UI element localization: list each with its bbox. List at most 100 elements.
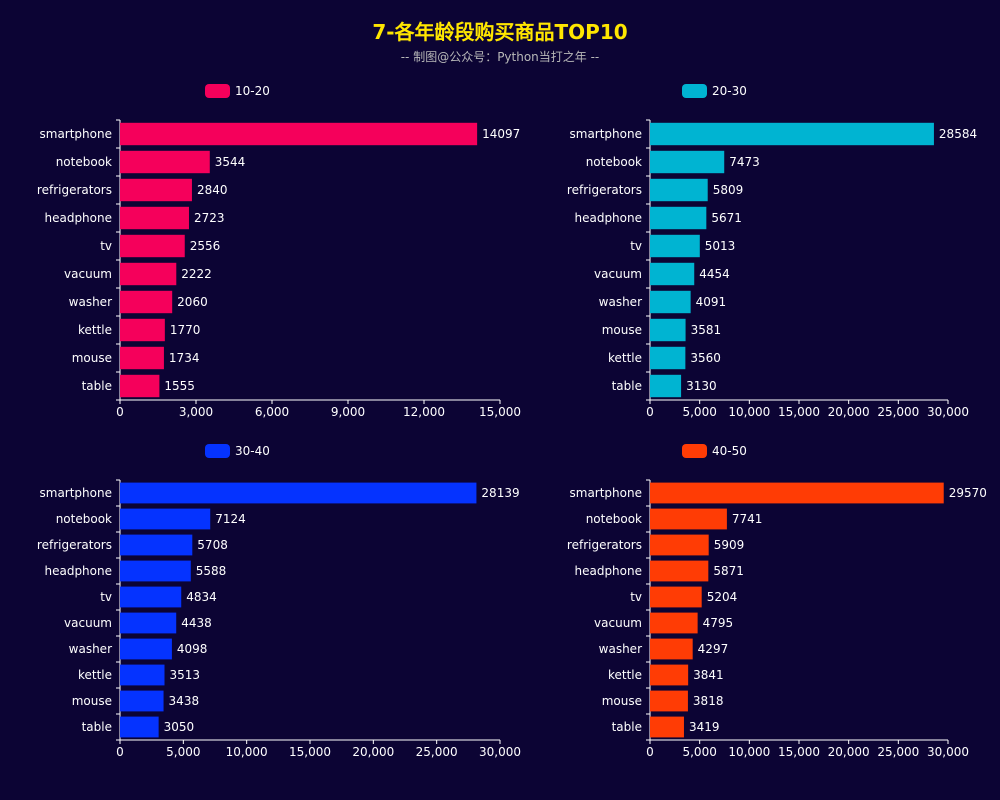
value-label: 3438: [169, 694, 200, 708]
value-label: 5204: [707, 590, 738, 604]
bar-refrigerators: [120, 534, 193, 556]
value-label: 5588: [196, 564, 227, 578]
x-tick-label: 12,000: [403, 405, 445, 419]
category-label: kettle: [608, 351, 642, 365]
category-label: tv: [630, 590, 642, 604]
x-tick-label: 5,000: [166, 745, 200, 759]
x-tick-label: 30,000: [479, 745, 521, 759]
x-tick-label: 25,000: [877, 405, 919, 419]
bar-table: [650, 374, 682, 398]
category-label: kettle: [78, 668, 112, 682]
value-label: 2723: [194, 211, 225, 225]
category-label: mouse: [72, 351, 112, 365]
category-label: smartphone: [40, 127, 113, 141]
category-label: mouse: [72, 694, 112, 708]
bar-mouse: [650, 690, 688, 712]
value-label: 4091: [696, 295, 727, 309]
bar-table: [120, 374, 160, 398]
category-label: table: [612, 379, 642, 393]
bar-headphone: [120, 206, 189, 230]
legend-swatch: [205, 444, 230, 458]
bar-tv: [120, 586, 182, 608]
bar-washer: [650, 290, 691, 314]
category-label: notebook: [56, 155, 112, 169]
x-tick-label: 10,000: [226, 745, 268, 759]
category-label: vacuum: [64, 616, 112, 630]
category-label: refrigerators: [37, 538, 112, 552]
bar-table: [120, 716, 159, 738]
value-label: 5909: [714, 538, 745, 552]
bar-notebook: [650, 508, 727, 530]
x-tick-label: 0: [646, 745, 654, 759]
category-label: notebook: [56, 512, 112, 526]
value-label: 3560: [690, 351, 721, 365]
value-label: 4098: [177, 642, 208, 656]
x-tick-label: 10,000: [728, 745, 770, 759]
category-label: tv: [630, 239, 642, 253]
x-tick-label: 20,000: [828, 745, 870, 759]
bar-washer: [120, 638, 172, 660]
legend-label: 20-30: [712, 84, 747, 98]
x-tick-label: 0: [116, 405, 124, 419]
x-tick-label: 0: [116, 745, 124, 759]
bar-kettle: [120, 318, 165, 342]
legend-label: 30-40: [235, 444, 270, 458]
value-label: 1555: [164, 379, 195, 393]
value-label: 3544: [215, 155, 246, 169]
x-tick-label: 30,000: [927, 745, 969, 759]
bar-smartphone: [650, 122, 934, 146]
x-tick-label: 0: [646, 405, 654, 419]
category-label: mouse: [602, 694, 642, 708]
category-label: refrigerators: [567, 538, 642, 552]
x-tick-label: 9,000: [331, 405, 365, 419]
value-label: 1770: [170, 323, 201, 337]
value-label: 3581: [691, 323, 722, 337]
legend-swatch: [682, 84, 707, 98]
value-label: 7741: [732, 512, 763, 526]
chart-panel-3: 30-40 0 5,000 10,000 15,000 20,000 25,000 30,00…: [37, 444, 521, 759]
bar-vacuum: [650, 612, 698, 634]
bar-headphone: [650, 206, 707, 230]
bar-refrigerators: [120, 178, 192, 202]
category-label: refrigerators: [567, 183, 642, 197]
x-tick-label: 5,000: [682, 745, 716, 759]
value-label: 5013: [705, 239, 736, 253]
value-label: 4795: [703, 616, 734, 630]
chart-panel-4: 40-50 0 5,000 10,000 15,000 20,000 25,000 30,00…: [567, 444, 987, 759]
category-label: washer: [599, 295, 642, 309]
bar-notebook: [120, 150, 210, 174]
x-tick-label: 25,000: [416, 745, 458, 759]
bar-mouse: [650, 318, 686, 342]
category-label: headphone: [44, 211, 112, 225]
value-label: 5708: [197, 538, 228, 552]
bar-kettle: [120, 664, 165, 686]
chart-title: 7-各年龄段购买商品TOP10: [372, 20, 628, 44]
bar-kettle: [650, 664, 689, 686]
x-tick-label: 5,000: [682, 405, 716, 419]
chart-panel-2: 20-30 0 5,000 10,000 15,000 20,000 25,000 30,00…: [567, 84, 977, 419]
x-tick-label: 15,000: [289, 745, 331, 759]
value-label: 2556: [190, 239, 221, 253]
category-label: table: [82, 379, 112, 393]
bar-notebook: [650, 150, 725, 174]
value-label: 3130: [686, 379, 717, 393]
category-label: tv: [100, 239, 112, 253]
value-label: 3841: [693, 668, 724, 682]
bar-refrigerators: [650, 178, 708, 202]
value-label: 2222: [181, 267, 212, 281]
x-tick-label: 30,000: [927, 405, 969, 419]
category-label: mouse: [602, 323, 642, 337]
category-label: kettle: [608, 668, 642, 682]
bar-tv: [650, 234, 700, 258]
bar-mouse: [120, 346, 164, 370]
category-label: headphone: [44, 564, 112, 578]
value-label: 2840: [197, 183, 228, 197]
value-label: 3050: [164, 720, 195, 734]
legend-swatch: [682, 444, 707, 458]
value-label: 28139: [481, 486, 519, 500]
category-label: headphone: [574, 211, 642, 225]
x-tick-label: 20,000: [828, 405, 870, 419]
bar-smartphone: [120, 122, 478, 146]
